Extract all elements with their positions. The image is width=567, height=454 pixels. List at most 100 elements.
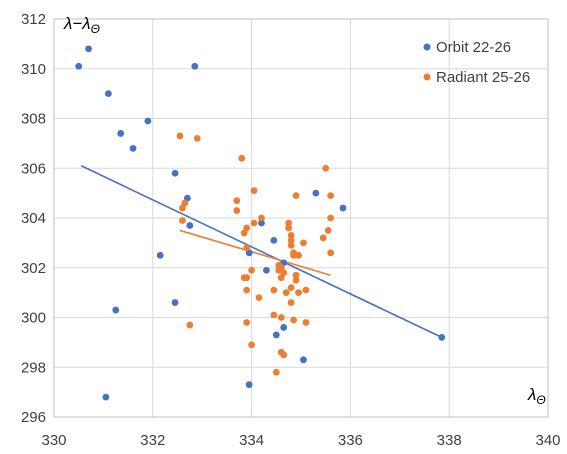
point-radiant bbox=[290, 251, 297, 259]
point-radiant bbox=[176, 132, 184, 140]
point-orbit bbox=[186, 222, 194, 229]
point-orbit bbox=[171, 169, 179, 177]
y-tick-label: 298 bbox=[21, 359, 46, 376]
data-points bbox=[75, 45, 446, 401]
legend-label-radiant: Radiant 25-26 bbox=[436, 69, 530, 86]
point-radiant bbox=[327, 214, 335, 222]
point-orbit bbox=[438, 334, 446, 341]
x-tick-label: 332 bbox=[140, 432, 165, 449]
point-radiant bbox=[302, 286, 310, 294]
legend-label-orbit: Orbit 22-26 bbox=[436, 39, 511, 56]
point-orbit bbox=[263, 266, 270, 274]
y-axis-title-main: λ−λ bbox=[63, 14, 91, 33]
plot-area-border bbox=[53, 18, 549, 418]
point-orbit bbox=[258, 219, 265, 227]
point-radiant bbox=[186, 321, 194, 329]
point-radiant bbox=[292, 192, 300, 200]
point-radiant bbox=[290, 316, 297, 324]
x-tick-label: 330 bbox=[41, 432, 66, 449]
point-radiant bbox=[282, 289, 290, 297]
y-axis-title-subscript: Θ bbox=[91, 22, 100, 36]
trendline-radiant bbox=[179, 229, 331, 276]
x-axis-title: λΘ bbox=[527, 385, 546, 407]
svg-text:λ−λΘ: λ−λΘ bbox=[63, 14, 100, 36]
point-orbit bbox=[144, 117, 152, 125]
point-radiant bbox=[319, 234, 327, 242]
y-tick-label: 312 bbox=[21, 11, 46, 28]
point-radiant bbox=[272, 368, 280, 376]
x-axis-title-subscript: Θ bbox=[536, 393, 545, 407]
point-radiant bbox=[322, 164, 330, 172]
point-radiant bbox=[243, 224, 251, 232]
point-radiant bbox=[238, 154, 246, 162]
trendlines bbox=[80, 165, 443, 339]
x-tick-label: 334 bbox=[239, 432, 264, 449]
point-orbit bbox=[117, 130, 125, 137]
point-radiant bbox=[287, 299, 295, 306]
legend-item-radiant: Radiant 25-26 bbox=[423, 69, 530, 86]
x-tick-label: 340 bbox=[535, 432, 560, 449]
point-radiant bbox=[287, 284, 295, 292]
point-orbit bbox=[104, 90, 112, 98]
point-orbit bbox=[245, 381, 253, 389]
legend-marker-radiant bbox=[423, 73, 431, 81]
legend-marker-orbit bbox=[423, 43, 431, 51]
point-radiant bbox=[258, 214, 265, 222]
svg-text:λΘ: λΘ bbox=[527, 385, 546, 407]
point-orbit bbox=[339, 204, 347, 212]
point-orbit bbox=[112, 306, 120, 314]
point-radiant bbox=[324, 227, 332, 234]
point-orbit bbox=[300, 356, 307, 364]
trendline-orbit bbox=[80, 165, 443, 339]
point-radiant bbox=[270, 311, 278, 319]
point-radiant bbox=[300, 239, 307, 247]
point-radiant bbox=[233, 197, 241, 204]
point-orbit bbox=[270, 236, 278, 244]
point-orbit bbox=[85, 45, 92, 53]
point-radiant bbox=[295, 251, 302, 259]
point-radiant bbox=[285, 224, 293, 232]
point-radiant bbox=[248, 341, 256, 349]
point-radiant bbox=[255, 294, 263, 301]
point-radiant bbox=[270, 286, 278, 294]
y-tick-label: 308 bbox=[21, 111, 46, 128]
point-radiant bbox=[248, 266, 256, 274]
point-radiant bbox=[250, 187, 258, 195]
legend-item-orbit: Orbit 22-26 bbox=[423, 39, 511, 56]
y-tick-labels: 296 298 300 302 304 306 308 310 312 bbox=[21, 11, 46, 426]
point-radiant bbox=[233, 207, 241, 214]
point-radiant bbox=[287, 236, 295, 244]
point-radiant bbox=[181, 199, 189, 207]
point-radiant bbox=[285, 219, 293, 227]
point-radiant bbox=[292, 276, 300, 284]
point-radiant bbox=[243, 274, 251, 282]
y-tick-label: 310 bbox=[21, 61, 46, 78]
point-orbit bbox=[272, 331, 280, 339]
point-orbit bbox=[280, 324, 288, 331]
point-radiant bbox=[327, 192, 335, 200]
x-axis-title-main: λ bbox=[527, 385, 536, 404]
legend: Orbit 22-26 Radiant 25-26 bbox=[423, 39, 530, 86]
point-radiant bbox=[287, 232, 295, 239]
point-orbit bbox=[129, 144, 137, 152]
x-tick-labels: 330 332 334 336 338 340 bbox=[41, 432, 560, 449]
point-radiant bbox=[292, 271, 300, 279]
y-tick-label: 306 bbox=[21, 160, 46, 177]
y-tick-label: 300 bbox=[21, 310, 46, 327]
point-radiant bbox=[277, 348, 285, 356]
point-radiant bbox=[243, 286, 251, 294]
point-radiant bbox=[193, 135, 201, 142]
point-radiant bbox=[243, 319, 251, 326]
y-tick-label: 302 bbox=[21, 260, 46, 277]
y-axis-title: λ−λΘ bbox=[63, 14, 100, 36]
x-tick-label: 336 bbox=[338, 432, 363, 449]
point-orbit bbox=[156, 251, 164, 259]
point-orbit bbox=[191, 62, 199, 70]
point-orbit bbox=[171, 299, 179, 306]
gridlines bbox=[53, 18, 549, 418]
point-radiant bbox=[277, 314, 285, 321]
point-radiant bbox=[302, 319, 310, 326]
y-tick-label: 296 bbox=[21, 409, 46, 426]
point-radiant bbox=[179, 217, 186, 224]
point-orbit bbox=[75, 62, 83, 70]
